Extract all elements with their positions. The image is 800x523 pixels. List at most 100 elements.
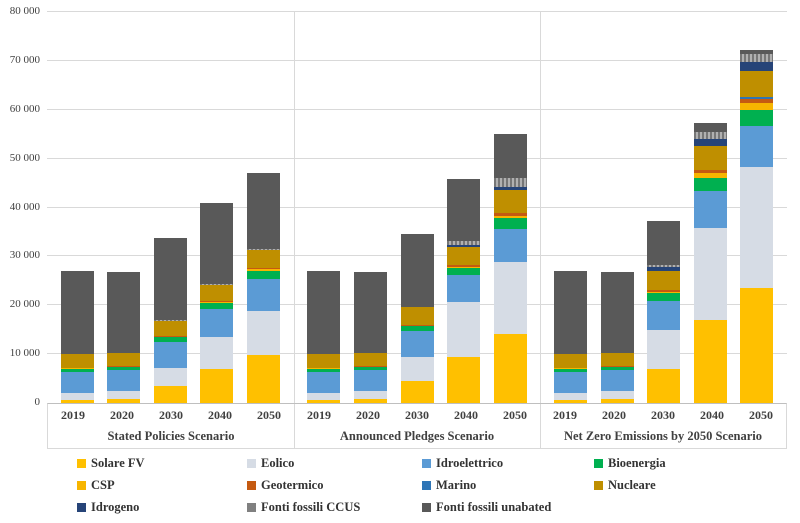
bar-2040 xyxy=(693,12,727,403)
segment-eolico xyxy=(600,391,634,399)
segment-fonti-fossili-ccus xyxy=(740,53,774,63)
segment-solare-fv xyxy=(447,357,481,403)
segment-fonti-fossili-ccus xyxy=(693,132,727,140)
segment-nucleare xyxy=(107,353,141,367)
segment-fonti-fossili-unabated xyxy=(247,173,281,249)
segment-eolico xyxy=(60,392,94,400)
y-tick-label: 80 000 xyxy=(9,5,40,17)
segment-geotermico xyxy=(740,99,774,104)
legend-item-idrogeno: Idrogeno xyxy=(77,500,247,515)
bar-2030 xyxy=(153,12,187,403)
year-label-2020: 2020 xyxy=(602,407,626,422)
legend-label: Marino xyxy=(436,478,477,492)
legend-swatch-icon xyxy=(77,459,86,468)
plot-area xyxy=(47,11,787,404)
segment-idroelettrico xyxy=(553,371,587,393)
legend-item-idroelettrico: Idroelettrico xyxy=(422,456,594,471)
segment-nucleare xyxy=(307,354,341,369)
segment-bioenergia xyxy=(200,302,234,310)
scenario-label-2: Announced Pledges Scenario xyxy=(339,429,495,443)
segment-solare-fv xyxy=(647,368,681,403)
legend-swatch-icon xyxy=(422,481,431,490)
legend-label: Solare FV xyxy=(91,456,145,470)
year-label-2019: 2019 xyxy=(61,407,85,422)
gridline-70000 xyxy=(47,59,787,61)
segment-eolico xyxy=(153,368,187,387)
segment-nucleare xyxy=(353,353,387,367)
legend-item-eolico: Eolico xyxy=(247,456,422,471)
segment-solare-fv xyxy=(153,386,187,403)
segment-csp xyxy=(493,215,527,219)
bar-group-3 xyxy=(540,12,787,403)
year-row: 2019 2020 2030 2040 2050 xyxy=(294,404,540,426)
bar-2040 xyxy=(447,12,481,403)
segment-solare-fv xyxy=(353,399,387,403)
segment-nucleare xyxy=(493,190,527,213)
segment-fonti-fossili-ccus xyxy=(493,178,527,187)
segment-idroelettrico xyxy=(60,371,94,393)
segment-fonti-fossili-unabated xyxy=(307,270,341,355)
segment-idroelettrico xyxy=(200,309,234,337)
segment-solare-fv xyxy=(200,369,234,403)
legend-swatch-icon xyxy=(247,459,256,468)
segment-marino xyxy=(493,212,527,214)
chart-legend: Solare FV Eolico Idroelettrico Bioenergia CS… xyxy=(77,456,787,515)
legend-swatch-icon xyxy=(77,503,86,512)
segment-bioenergia xyxy=(493,218,527,229)
segment-fonti-fossili-unabated xyxy=(740,50,774,54)
year-label-2020: 2020 xyxy=(356,407,380,422)
legend-label: Idroelettrico xyxy=(436,456,504,470)
segment-fonti-fossili-unabated xyxy=(400,234,434,307)
segment-fonti-fossili-unabated xyxy=(107,272,141,354)
segment-idroelettrico xyxy=(493,228,527,263)
segment-eolico xyxy=(740,167,774,289)
year-row: 2019 2020 2030 2040 2050 xyxy=(540,404,786,426)
segment-eolico xyxy=(553,392,587,400)
segment-geotermico xyxy=(447,265,481,267)
segment-idroelettrico xyxy=(740,125,774,168)
legend-swatch-icon xyxy=(422,459,431,468)
legend-item-fonti-fossili-unabated: Fonti fossili unabated xyxy=(422,500,594,515)
segment-fonti-fossili-unabated xyxy=(553,270,587,355)
segment-bioenergia xyxy=(60,368,94,372)
legend-item-csp: CSP xyxy=(77,478,247,493)
y-tick-label: 70 000 xyxy=(9,53,40,66)
y-tick-label: 10 000 xyxy=(9,347,40,360)
segment-solare-fv xyxy=(693,319,727,403)
year-label-2040: 2040 xyxy=(208,407,232,422)
year-label-2019: 2019 xyxy=(307,407,331,422)
legend-swatch-icon xyxy=(594,459,603,468)
segment-bioenergia xyxy=(153,337,187,343)
category-axis: 2019 2020 2030 2040 2050 Stated Policies Scen… xyxy=(47,403,787,449)
segment-geotermico xyxy=(400,324,434,326)
segment-marino xyxy=(693,169,727,171)
segment-fonti-fossili-ccus xyxy=(647,264,681,268)
gridline-50000 xyxy=(47,157,787,159)
segment-fonti-fossili-unabated xyxy=(200,202,234,285)
segment-csp xyxy=(200,302,234,303)
segment-bioenergia xyxy=(107,366,141,370)
segment-eolico xyxy=(353,391,387,399)
gridline-60000 xyxy=(47,108,787,110)
segment-idrogeno xyxy=(647,267,681,272)
bar-2040 xyxy=(200,12,234,403)
legend-swatch-icon xyxy=(594,481,603,490)
bar-group-2 xyxy=(294,12,541,403)
segment-solare-fv xyxy=(493,334,527,403)
segment-idroelettrico xyxy=(600,370,634,392)
segment-geotermico xyxy=(693,170,727,174)
segment-bioenergia xyxy=(553,368,587,372)
category-group-2: 2019 2020 2030 2040 2050 Announced Pledges Sc… xyxy=(294,404,540,448)
legend-swatch-icon xyxy=(247,503,256,512)
legend-label: Fonti fossili CCUS xyxy=(261,500,361,514)
segment-eolico xyxy=(247,311,281,355)
year-label-2050: 2050 xyxy=(257,407,281,422)
year-label-2040: 2040 xyxy=(454,407,478,422)
segment-fonti-fossili-unabated xyxy=(153,237,187,321)
segment-geotermico xyxy=(153,336,187,338)
segment-bioenergia xyxy=(447,268,481,276)
segment-geotermico xyxy=(247,267,281,270)
bar-2050 xyxy=(493,12,527,403)
bars-layer xyxy=(47,12,787,403)
segment-solare-fv xyxy=(400,381,434,403)
